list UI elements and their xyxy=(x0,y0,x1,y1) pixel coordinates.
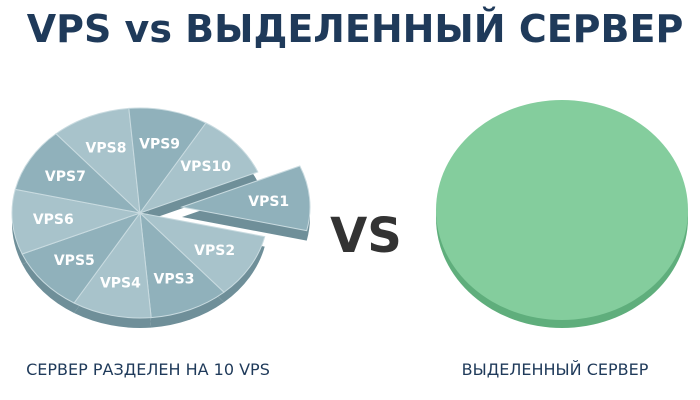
slice-label: VPS9 xyxy=(139,136,180,152)
slice-label: VPS10 xyxy=(180,159,231,175)
slice-label: VPS3 xyxy=(154,272,195,288)
slice xyxy=(180,165,311,232)
right-caption: ВЫДЕЛЕННЫЙ СЕРВЕР xyxy=(462,360,649,379)
slice-label: VPS4 xyxy=(100,276,141,292)
slice xyxy=(128,107,207,215)
slice-label: VPS2 xyxy=(194,243,235,259)
slice xyxy=(138,212,266,293)
slice-label: VPS1 xyxy=(248,194,289,210)
slice-label: VPS8 xyxy=(86,140,127,156)
slice xyxy=(73,211,152,319)
slice-label: VPS5 xyxy=(54,253,95,269)
slice xyxy=(138,122,259,215)
slice-label: VPS6 xyxy=(33,212,74,228)
vs-label: VS xyxy=(330,208,402,264)
slice xyxy=(11,188,142,255)
slice xyxy=(139,211,225,319)
slice xyxy=(21,211,142,304)
title: VPS vs ВЫДЕЛЕННЫЙ СЕРВЕР xyxy=(27,7,684,51)
dedicated-server-pie xyxy=(436,100,688,320)
slice xyxy=(55,107,141,215)
left-caption: СЕРВЕР РАЗДЕЛЕН НА 10 VPS xyxy=(26,360,270,379)
slice xyxy=(14,133,142,214)
slice-label: VPS7 xyxy=(45,169,86,185)
